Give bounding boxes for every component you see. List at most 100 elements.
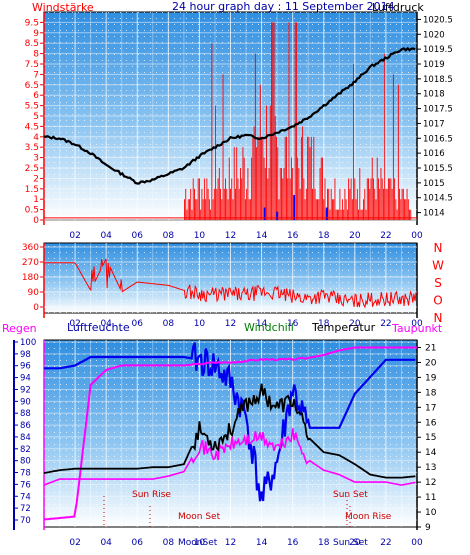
humidity-tick-label: 98: [20, 350, 31, 360]
direction-tick-label: 180: [22, 273, 39, 283]
wind-tick-label: 3: [33, 154, 39, 164]
moon-set-bottom-label: MoonSet: [178, 538, 218, 548]
moon-set-label: Moon Set: [178, 512, 221, 522]
x-tick-label: 10: [194, 231, 206, 241]
x-tick-label: 12: [225, 538, 236, 548]
x-tick-label: 18: [318, 231, 330, 241]
pressure-tick-label: 1014.5: [423, 194, 453, 204]
pressure-tick-label: 1017.5: [423, 105, 453, 115]
sun-set-label: Sun Set: [333, 490, 368, 500]
wind-tick-label: 0.5: [25, 206, 39, 216]
x-tick-label: 14: [256, 538, 268, 548]
humidity-tick-label: 88: [20, 409, 31, 419]
x-tick-label: 14: [256, 319, 268, 329]
x-tick-label: 02: [69, 319, 80, 329]
wind-tick-label: 5: [33, 112, 39, 122]
chart-title: 24 hour graph day : 11 September 2014: [172, 0, 395, 13]
humidity-tick-label: 86: [20, 421, 31, 431]
wind-tick-label: 6: [33, 91, 39, 101]
humidity-tick-label: 76: [20, 480, 31, 490]
pressure-tick-label: 1015.5: [423, 164, 453, 174]
direction-compass-label: N: [434, 241, 443, 255]
pressure-tick-label: 1020.5: [423, 15, 453, 25]
humidity-tick-label: 72: [20, 504, 31, 514]
direction-tick-label: 90: [28, 288, 40, 298]
pressure-tick-label: 1020: [423, 30, 445, 40]
wind-tick-label: 4.5: [25, 122, 39, 132]
wind-tick-label: 6.5: [25, 81, 39, 91]
pressure-tick-label: 1015: [423, 179, 445, 189]
wind-tick-label: 2.5: [25, 164, 39, 174]
x-tick-label: 18: [318, 538, 330, 548]
direction-tick-label: 270: [22, 258, 39, 268]
x-tick-label: 16: [287, 231, 299, 241]
x-tick-label: 16: [287, 538, 299, 548]
pressure-axis-label: Luftdruck: [372, 1, 424, 14]
temperature-tick-label: 13: [425, 463, 436, 473]
temperature-tick-label: 16: [425, 418, 437, 428]
humidity-tick-label: 90: [20, 397, 31, 407]
pressure-tick-label: 1018: [423, 90, 445, 100]
humidity-axis-label: Luftfeuchte: [67, 321, 130, 334]
x-tick-label: 20: [349, 231, 361, 241]
x-tick-label: 06: [132, 231, 144, 241]
x-tick-label: 00: [411, 231, 423, 241]
humidity-tick-label: 92: [20, 385, 31, 395]
temperature-series-line: [43, 383, 416, 479]
direction-compass-label: O: [433, 294, 442, 308]
x-tick-label: 00: [411, 538, 423, 548]
humidity-tick-label: 70: [20, 516, 31, 526]
x-tick-label: 16: [287, 319, 299, 329]
direction-tick-label: 0: [33, 303, 39, 313]
wind-tick-label: 8: [33, 50, 39, 60]
temperature-tick-label: 12: [425, 478, 436, 488]
temperature-tick-label: 15: [425, 433, 436, 443]
humidity-series-line: [44, 342, 416, 502]
wind-tick-label: 4: [33, 133, 39, 143]
humidity-tick-label: 82: [20, 445, 31, 455]
dewpoint-series-line: [43, 346, 417, 521]
x-tick-label: 14: [256, 231, 268, 241]
temperature-tick-label: 19: [425, 373, 437, 383]
wind-tick-label: 1: [33, 195, 39, 205]
x-tick-label: 10: [194, 319, 206, 329]
x-tick-label: 10: [194, 538, 206, 548]
pressure-tick-label: 1014: [423, 209, 445, 219]
temperature-tick-label: 9: [425, 523, 431, 533]
x-tick-label: 02: [69, 231, 80, 241]
x-tick-label: 22: [380, 538, 391, 548]
temperature-tick-label: 11: [425, 493, 436, 503]
wind-tick-label: 9.5: [25, 18, 39, 28]
x-tick-label: 04: [100, 231, 112, 241]
wind-tick-label: 9: [33, 29, 39, 39]
windchill-axis-label: Windchill: [244, 321, 294, 334]
x-tick-label: 22: [380, 231, 391, 241]
wind-tick-label: 8.5: [25, 39, 39, 49]
wind-tick-label: 1.5: [25, 185, 39, 195]
humidity-tick-label: 100: [20, 338, 36, 348]
pressure-tick-label: 1016.5: [423, 134, 453, 144]
moon-rise-label: Moon Rise: [345, 512, 392, 522]
wind-tick-label: 3.5: [25, 143, 39, 153]
wind-axis-label: Windstärke: [32, 1, 94, 14]
humidity-tick-label: 80: [20, 457, 31, 467]
x-tick-label: 02: [69, 538, 80, 548]
pressure-tick-label: 1017: [423, 119, 445, 129]
direction-compass-label: S: [434, 276, 442, 290]
humidity-tick-label: 94: [20, 374, 31, 384]
x-tick-label: 04: [100, 319, 112, 329]
x-tick-label: 06: [132, 538, 144, 548]
direction-compass-label: N: [434, 311, 443, 325]
wind-tick-label: 7: [33, 70, 39, 80]
wind-tick-label: 2: [33, 174, 39, 184]
x-tick-label: 00: [411, 319, 423, 329]
x-tick-label: 06: [132, 319, 144, 329]
humidity-tick-label: 74: [20, 492, 31, 502]
temperature-tick-label: 10: [425, 508, 437, 518]
direction-tick-label: 360: [22, 243, 39, 253]
sun-set-bottom-label: Sun Set: [333, 538, 368, 548]
x-tick-label: 20: [349, 319, 361, 329]
wind-tick-label: 5.5: [25, 102, 39, 112]
temperature-tick-label: 20: [425, 358, 437, 368]
